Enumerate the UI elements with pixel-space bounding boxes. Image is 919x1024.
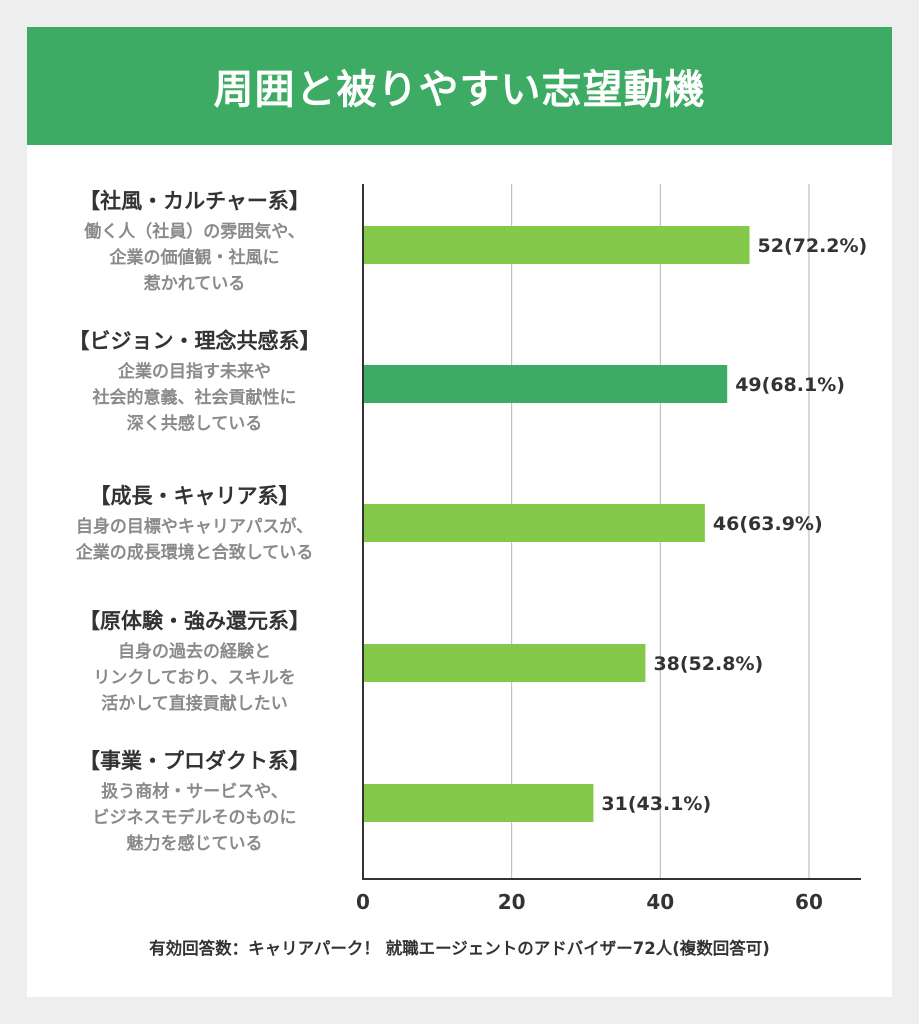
- bar: [363, 784, 594, 822]
- category-description: 働く人（社員）の雰囲気や、 企業の価値観・社風に 惹かれている: [84, 222, 305, 294]
- bar: [363, 365, 728, 403]
- category-block-growth: 【成長・キャリア系】 自身の目標やキャリアパスが、 企業の成長環境と合致している: [27, 482, 362, 566]
- category-title: 【事業・プロダクト系】: [79, 749, 310, 773]
- infographic-card: 周囲と被りやすい志望動機 【社風・カルチャー系】 働く人（社員）の雰囲気や、 企…: [27, 27, 892, 997]
- data-label: 31(43.1%): [601, 793, 711, 815]
- bar-chart: 52(72.2%) 49(68.1%) 46(63.9%) 38(52.8%) 31(4…: [356, 184, 868, 914]
- category-block-experience: 【原体験・強み還元系】 自身の過去の経験と リンクしており、スキルを 活かして直…: [27, 607, 362, 717]
- category-block-vision: 【ビジョン・理念共感系】 企業の目指す未来や 社会的意義、社会貢献性に 深く共感…: [27, 327, 362, 437]
- category-description: 自身の目標やキャリアパスが、 企業の成長環境と合致している: [75, 517, 314, 563]
- category-block-culture: 【社風・カルチャー系】 働く人（社員）の雰囲気や、 企業の価値観・社風に 惹かれ…: [27, 187, 362, 297]
- x-tick-label: 0: [356, 890, 370, 914]
- bar: [363, 504, 705, 542]
- category-description: 企業の目指す未来や 社会的意義、社会貢献性に 深く共感している: [92, 362, 297, 434]
- category-title: 【ビジョン・理念共感系】: [68, 329, 321, 353]
- x-tick-label: 20: [498, 890, 526, 914]
- bar: [363, 644, 646, 682]
- data-label: 46(63.9%): [713, 513, 823, 535]
- bar: [363, 226, 750, 264]
- footnote: 有効回答数：キャリアパーク！ 就職エージェントのアドバイザー72人(複数回答可): [149, 939, 770, 958]
- title-banner: 周囲と被りやすい志望動機: [27, 27, 892, 145]
- category-title: 【社風・カルチャー系】: [79, 189, 310, 213]
- data-label: 52(72.2%): [758, 235, 868, 257]
- x-tick-label: 60: [795, 890, 823, 914]
- data-label: 49(68.1%): [735, 374, 845, 396]
- chart-title: 周囲と被りやすい志望動機: [213, 67, 706, 113]
- category-title: 【原体験・強み還元系】: [79, 609, 310, 633]
- category-title: 【成長・キャリア系】: [89, 484, 300, 508]
- category-description: 扱う商材・サービスや、 ビジネスモデルそのものに 魅力を感じている: [92, 782, 297, 854]
- x-tick-label: 40: [646, 890, 674, 914]
- category-block-product: 【事業・プロダクト系】 扱う商材・サービスや、 ビジネスモデルそのものに 魅力を…: [27, 747, 362, 857]
- data-label: 38(52.8%): [653, 653, 763, 675]
- category-description: 自身の過去の経験と リンクしており、スキルを 活かして直接貢献したい: [93, 642, 296, 714]
